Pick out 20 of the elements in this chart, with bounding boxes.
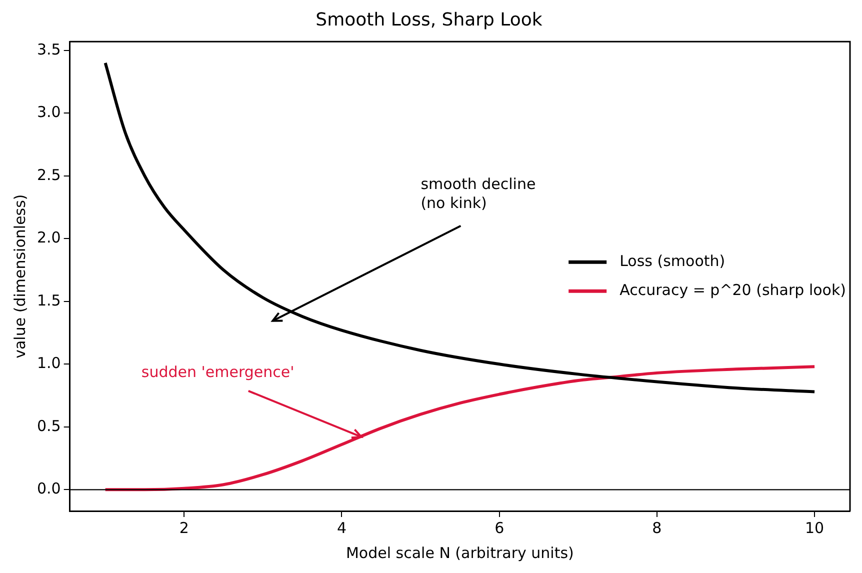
y-tick-label: 2.5 bbox=[36, 166, 61, 184]
legend-label: Loss (smooth) bbox=[620, 252, 726, 270]
annotation: sudden 'emergence' bbox=[141, 362, 294, 381]
x-axis-title: Model scale N (arbitrary units) bbox=[346, 544, 574, 562]
chart-title: Smooth Loss, Sharp Look bbox=[316, 9, 543, 30]
y-tick-label: 0.0 bbox=[36, 480, 61, 498]
y-tick-label: 3.5 bbox=[36, 40, 61, 58]
x-tick-label: 10 bbox=[804, 518, 824, 537]
y-tick-label: 1.0 bbox=[36, 354, 61, 372]
x-tick-label: 4 bbox=[336, 518, 346, 537]
y-axis-title: value (dimensionless) bbox=[10, 194, 29, 358]
y-tick-label: 0.5 bbox=[36, 416, 61, 435]
annotation: smooth decline (no kink) bbox=[420, 174, 536, 212]
x-tick-label: 6 bbox=[494, 518, 504, 537]
x-tick-label: 2 bbox=[179, 518, 189, 537]
x-tick-label: 8 bbox=[652, 518, 662, 537]
y-tick-label: 3.0 bbox=[36, 103, 61, 122]
y-tick-label: 2.0 bbox=[36, 228, 61, 247]
legend-label: Accuracy = p^20 (sharp look) bbox=[620, 281, 846, 300]
y-tick-label: 1.5 bbox=[36, 291, 61, 310]
